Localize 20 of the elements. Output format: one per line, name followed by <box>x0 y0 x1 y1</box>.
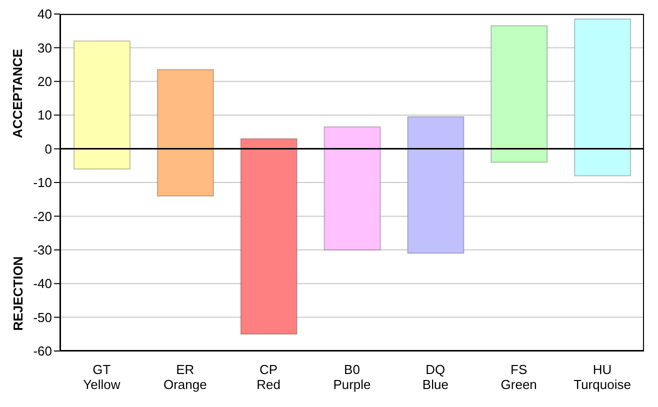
x-tick-label: DQ Blue <box>422 362 448 392</box>
y-tick-label: -10 <box>33 175 52 190</box>
x-tick-label: ER Orange <box>163 362 207 392</box>
y-tick-label: 30 <box>38 40 52 56</box>
x-tick-label: HU Turquoise <box>574 362 631 392</box>
y-tick-label: -50 <box>33 310 52 325</box>
y-tick-label: 40 <box>38 6 52 22</box>
x-tick-label: GT Yellow <box>83 362 121 392</box>
x-tick-label: CP Red <box>256 362 280 392</box>
y-tick-label: 20 <box>38 74 52 90</box>
y-tick-label: -20 <box>33 208 52 224</box>
y-tick-label: -30 <box>33 242 52 258</box>
x-tick-label: B0 Purple <box>333 362 371 392</box>
y-axis-title: ACCEPTANCE <box>10 48 26 138</box>
y-tick-label: -40 <box>33 276 52 292</box>
y-tick-label: -60 <box>33 344 52 359</box>
x-tick-label: FS Green <box>500 362 537 392</box>
y-tick-label: 10 <box>38 108 52 123</box>
text: REJECTION <box>10 256 26 330</box>
y-tick-label: 0 <box>44 141 52 156</box>
